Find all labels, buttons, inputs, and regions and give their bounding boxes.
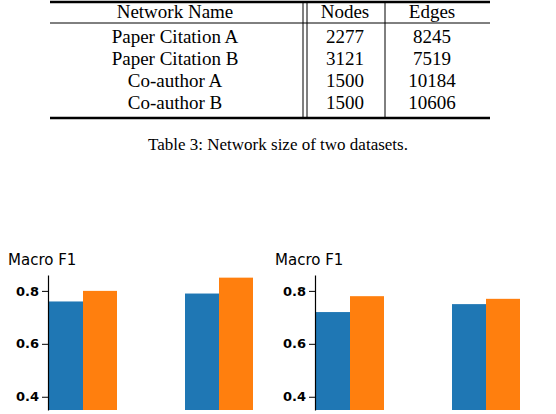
tick: 0.6: [16, 336, 48, 351]
table-column-rule: [303, 2, 304, 118]
table-column-rule: [385, 2, 386, 118]
bars: [49, 278, 253, 410]
table-cell: 7519: [413, 48, 451, 69]
bar: [185, 294, 219, 410]
table-cell: Paper Citation B: [112, 48, 239, 69]
table-cell: 8245: [413, 26, 451, 47]
tick: 0.4: [283, 389, 315, 404]
tick: 0.8: [283, 284, 315, 299]
bar: [452, 304, 486, 410]
axis-title: Macro F1: [275, 251, 343, 269]
tick-mark: [309, 291, 315, 292]
figure: Network Name Nodes Edges Paper Citation A 22…: [0, 0, 556, 414]
table-cell: 3121: [326, 48, 364, 69]
y-axis: 0.4 0.6 0.8: [283, 276, 316, 411]
tick: 0.8: [16, 284, 48, 299]
tick: 0.6: [283, 336, 315, 351]
table-rule: [50, 117, 490, 120]
table-cell: Co-author B: [128, 92, 222, 113]
table-header: Nodes: [321, 1, 370, 22]
table-cell: Paper Citation A: [112, 26, 239, 47]
table-cell: 1500: [326, 92, 364, 113]
bar: [350, 296, 384, 410]
table-cell: 1500: [326, 70, 364, 91]
chart: 0.4 0.6 0.8 Macro F1: [275, 251, 520, 411]
table: Network Name Nodes Edges Paper Citation A 22…: [50, 1, 490, 118]
chart: 0.4 0.6 0.8 Macro F1: [8, 251, 253, 411]
table-cell: 2277: [326, 26, 364, 47]
bar: [83, 291, 117, 410]
tick-mark: [42, 344, 48, 345]
bars: [316, 296, 520, 410]
caption: Table 3: Network size of two datasets.: [148, 135, 408, 154]
tick-mark: [42, 397, 48, 398]
bar: [219, 278, 253, 410]
table-column-rule: [307, 2, 308, 118]
table-cell: Co-author A: [128, 70, 223, 91]
bar: [49, 301, 83, 410]
table-cell: 10606: [408, 92, 456, 113]
axis-title: Macro F1: [8, 251, 76, 269]
tick-mark: [42, 291, 48, 292]
table-cell: 10184: [408, 70, 456, 91]
y-axis: 0.4 0.6 0.8: [16, 276, 49, 411]
tick-label: 0.4: [16, 389, 39, 404]
tick-label: 0.4: [283, 389, 306, 404]
table-rule: [50, 23, 490, 24]
tick-label: 0.6: [16, 336, 39, 351]
tick-label: 0.6: [283, 336, 306, 351]
tick-label: 0.8: [283, 284, 306, 299]
axis-line: [315, 276, 316, 411]
tick-mark: [309, 344, 315, 345]
tick-mark: [309, 397, 315, 398]
axis-line: [48, 276, 49, 411]
tick-label: 0.8: [16, 284, 39, 299]
table-header: Network Name: [117, 1, 234, 22]
tick: 0.4: [16, 389, 48, 404]
bar: [316, 312, 350, 410]
table-header: Edges: [409, 1, 455, 22]
bar: [486, 299, 520, 410]
